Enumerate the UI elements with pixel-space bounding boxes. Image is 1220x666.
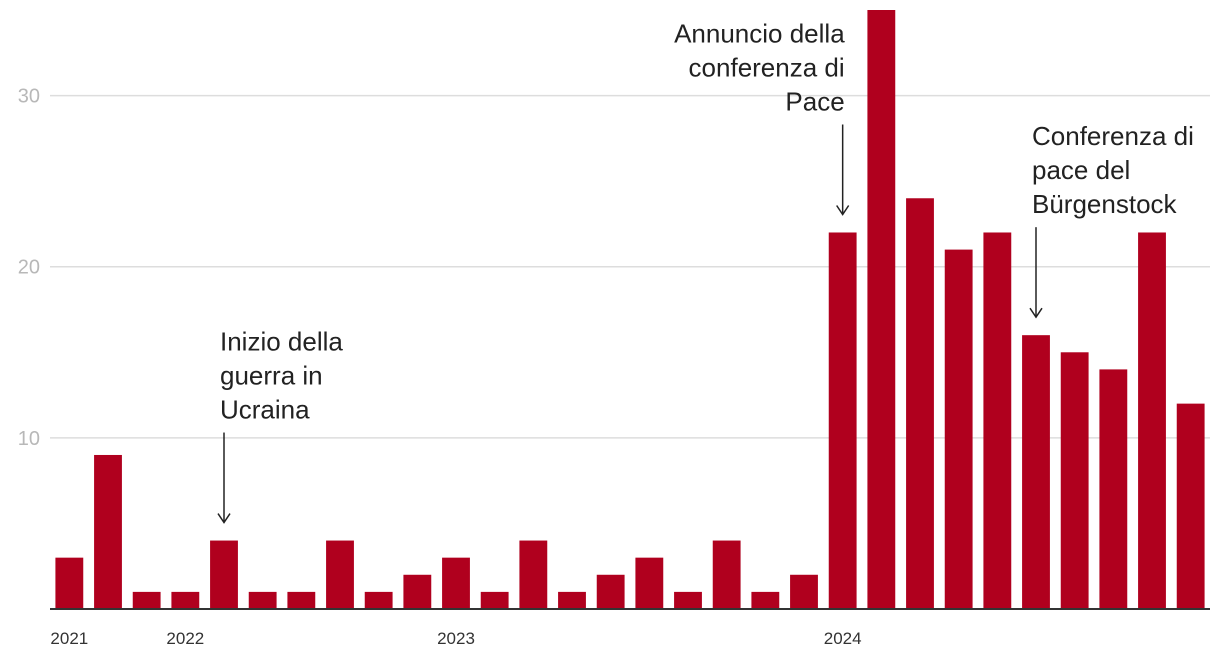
annotation-line: Inizio della (220, 327, 343, 357)
annotation-arrow-head (217, 513, 231, 524)
bar (712, 540, 741, 609)
bar (132, 591, 161, 609)
annotation-line: Pace (785, 86, 844, 116)
annotation-line: Bürgenstock (1032, 189, 1178, 219)
bar (1022, 335, 1050, 609)
gridlines (50, 94, 1210, 439)
annotation-burgenstock: Conferenza di pace del Bürgenstock (1029, 121, 1194, 319)
bar (480, 591, 509, 609)
annotation-line: Conferenza di (1032, 121, 1194, 151)
bar (867, 10, 896, 609)
annotation-ukraine: Inizio della guerra in Ucraina (217, 327, 343, 524)
bar (558, 591, 586, 609)
y-tick-label: 20 (18, 257, 40, 279)
annotation-arrow-head (836, 205, 850, 216)
bar (55, 557, 84, 609)
annotation-line: conferenza di (689, 52, 845, 82)
y-axis-ticks: 10 20 30 (18, 86, 40, 450)
bar (519, 540, 548, 609)
annotation-line: Annuncio della (674, 18, 845, 48)
bar (635, 557, 664, 609)
bar (1138, 232, 1166, 609)
annotation-line: Ucraina (220, 395, 310, 425)
bar (1176, 403, 1205, 609)
bar (944, 249, 973, 609)
bar (287, 591, 316, 609)
bar (364, 591, 393, 609)
annotation-line: pace del (1032, 155, 1130, 185)
bar (751, 591, 780, 609)
bar (983, 232, 1012, 609)
bar (906, 198, 934, 609)
x-tick-label: 2024 (824, 629, 862, 648)
bar (828, 232, 857, 609)
bar (326, 540, 354, 609)
bar (1099, 369, 1128, 609)
bar (171, 591, 200, 609)
bar (442, 557, 470, 609)
bar (94, 454, 122, 609)
bar (248, 591, 277, 609)
bar (596, 574, 625, 609)
x-axis-ticks: 2021 2022 2023 2024 (50, 629, 861, 648)
x-tick-label: 2023 (437, 629, 475, 648)
annotation-arrow-head (1029, 307, 1043, 319)
bar (1060, 352, 1089, 609)
bar (403, 574, 432, 609)
bar (790, 574, 818, 609)
annotations: Inizio della guerra in Ucraina Annuncio del… (217, 18, 1194, 524)
y-tick-label: 10 (18, 428, 40, 450)
y-tick-label: 30 (18, 86, 40, 108)
x-tick-label: 2022 (166, 629, 204, 648)
bar (674, 591, 702, 609)
annotation-announcement: Annuncio della conferenza di Pace (674, 18, 850, 216)
bars (55, 10, 1205, 609)
x-tick-label: 2021 (50, 629, 88, 648)
bar (210, 540, 238, 609)
annotation-line: guerra in (220, 361, 323, 391)
